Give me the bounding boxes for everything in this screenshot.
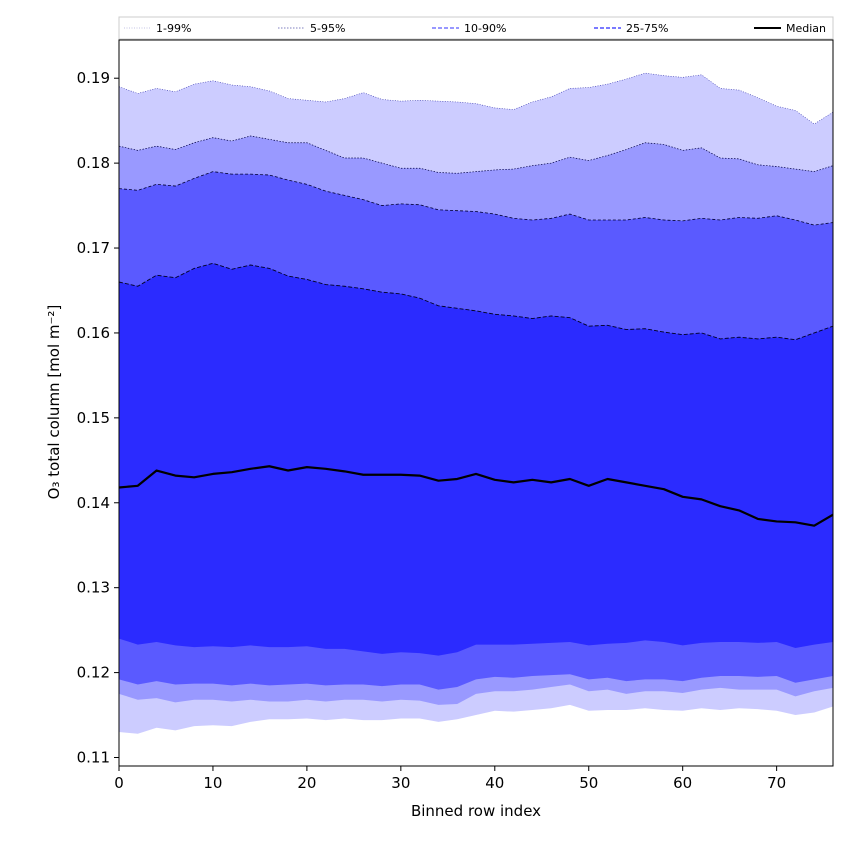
band-5-95-upper-line <box>118 135 834 174</box>
y-tick-label: 0.15 <box>77 409 110 427</box>
x-tick-label: 20 <box>297 774 316 792</box>
x-tick-label: 70 <box>767 774 786 792</box>
x-tick-label: 30 <box>391 774 410 792</box>
median-line <box>118 465 834 527</box>
band-25-75-upper-line <box>118 262 834 341</box>
y-tick-label: 0.14 <box>77 494 110 512</box>
x-tick-label: 60 <box>673 774 692 792</box>
y-tick-label: 0.13 <box>77 579 110 597</box>
band-1-99-upper-line <box>118 72 834 125</box>
y-tick-label: 0.12 <box>77 664 110 682</box>
legend-entry: 10-90% <box>432 22 506 35</box>
y-tick-label: 0.19 <box>77 69 110 87</box>
x-tick-label: 0 <box>114 774 124 792</box>
x-tick-label: 50 <box>579 774 598 792</box>
band-10-90-upper-line <box>118 171 834 226</box>
y-tick-label: 0.17 <box>77 239 110 257</box>
legend-label: 5-95% <box>310 22 345 35</box>
x-tick-label: 10 <box>203 774 222 792</box>
legend-box <box>118 16 834 40</box>
y-tick-label: 0.16 <box>77 324 110 342</box>
y-axis-label: O₃ total column [mol m⁻²] <box>45 305 63 500</box>
median-layer <box>118 465 834 527</box>
legend-label: Median <box>786 22 826 35</box>
legend-entry: 25-75% <box>594 22 668 35</box>
plot-frame <box>118 39 834 767</box>
legend-entry: Median <box>754 22 826 35</box>
percentile-bands <box>118 72 834 734</box>
y-tick-label: 0.11 <box>77 749 110 767</box>
x-axis-label: Binned row index <box>411 802 541 820</box>
x-tick-label: 40 <box>485 774 504 792</box>
axes: 0 10 20 30 40 50 60 70 0.11 0.12 0.13 0.14 0.15 0.16 0… <box>77 39 834 792</box>
legend: 1-99% 5-95% 10-90% 25-75% Median <box>118 16 834 40</box>
legend-entry: 5-95% <box>278 22 345 35</box>
y-tick-label: 0.18 <box>77 154 110 172</box>
legend-label: 25-75% <box>626 22 668 35</box>
legend-label: 1-99% <box>156 22 191 35</box>
legend-label: 10-90% <box>464 22 506 35</box>
band-25-75-area <box>119 263 833 656</box>
legend-entry: 1-99% <box>124 22 191 35</box>
